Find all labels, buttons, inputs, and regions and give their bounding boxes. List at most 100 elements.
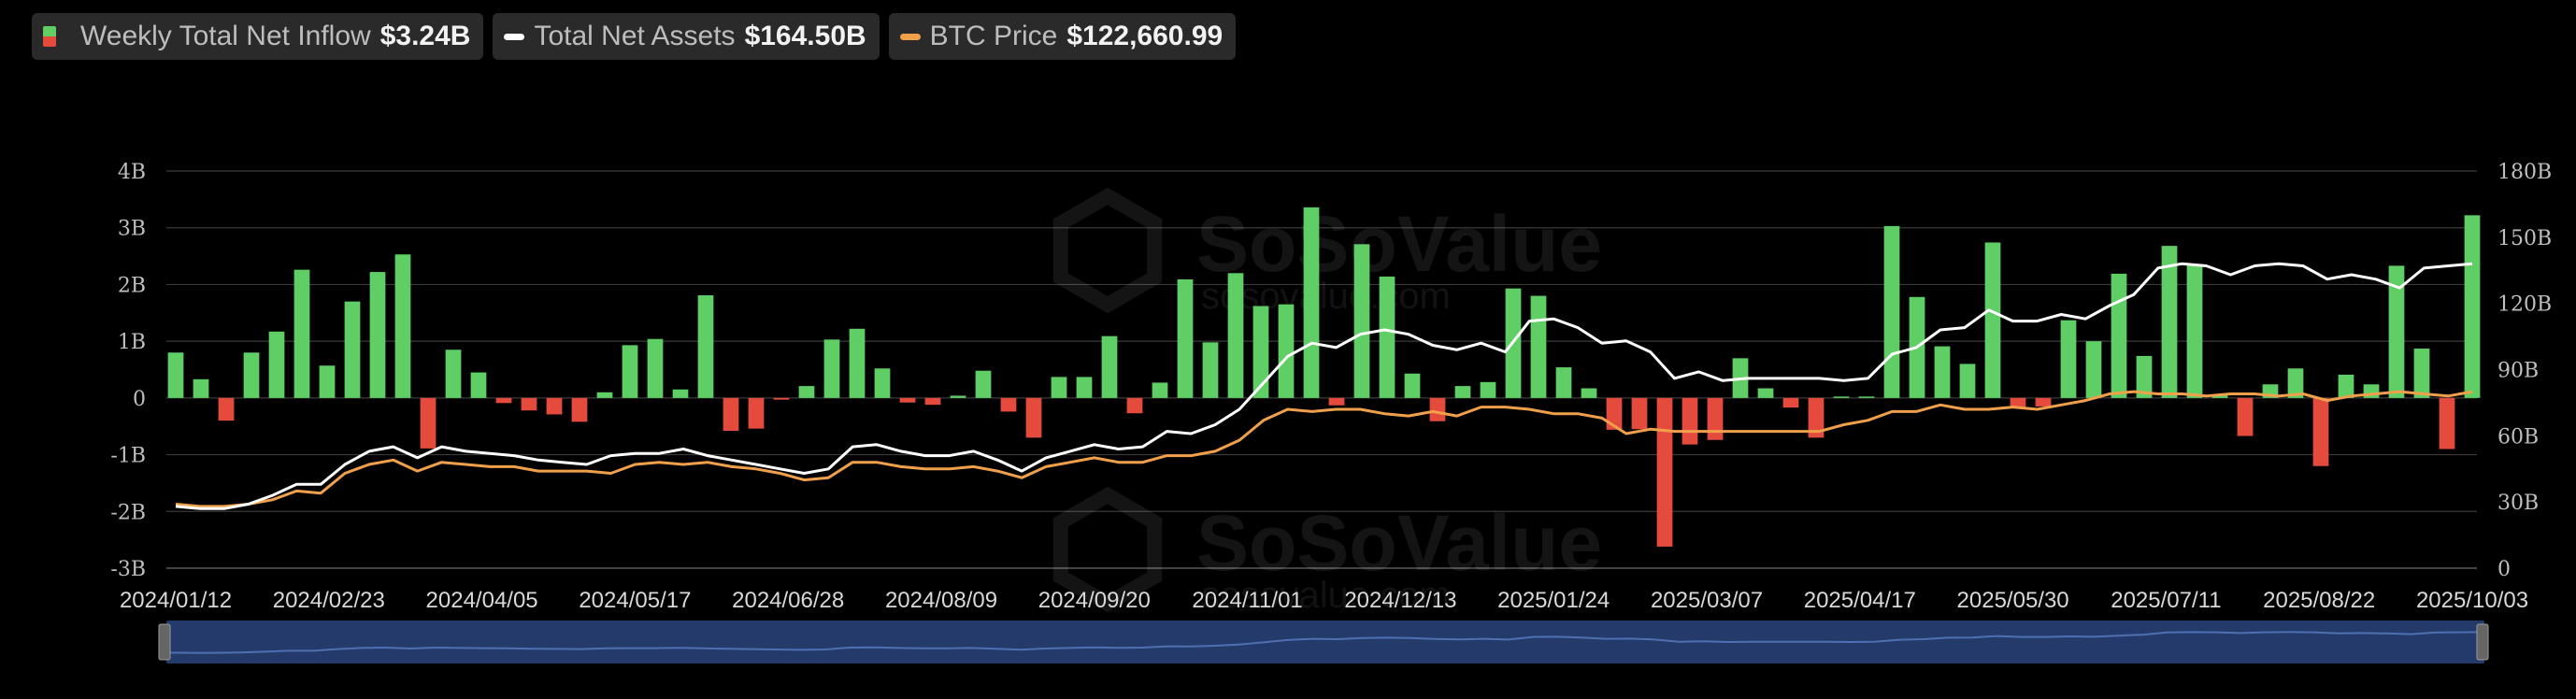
- inflow-bar: [2287, 368, 2304, 398]
- legend-btc-value: $122,660.99: [1066, 21, 1224, 51]
- inflow-bar: [167, 352, 184, 398]
- inflow-bar: [2464, 215, 2481, 398]
- watermark-sub: sosovalue.com: [1201, 575, 1451, 616]
- inflow-bar: [596, 392, 613, 398]
- inflow-bar: [647, 338, 664, 398]
- inflow-bar: [243, 352, 260, 398]
- inflow-bar: [1379, 276, 1395, 398]
- assets-swatch-icon: [504, 33, 525, 40]
- legend-btc-label: BTC Price: [929, 21, 1058, 51]
- watermark-logo-icon: [1052, 486, 1163, 613]
- left-axis-tick: -3B: [110, 558, 146, 581]
- inflow-bar: [773, 397, 790, 400]
- inflow-bar: [1631, 397, 1648, 430]
- inflow-bar: [2111, 273, 2127, 398]
- right-axis-tick: 90B: [2497, 360, 2539, 383]
- inflow-bar: [1328, 397, 1345, 406]
- x-axis-tick: 2024/09/20: [1038, 588, 1151, 613]
- inflow-bar: [1177, 278, 1194, 398]
- watermark-brand: SoSoValue: [1196, 499, 1602, 587]
- inflow-bar: [1808, 397, 1825, 438]
- inflow-bar: [2413, 349, 2430, 398]
- inflow-bar: [394, 254, 411, 398]
- inflow-bar: [2312, 397, 2329, 466]
- inflow-bar: [546, 397, 563, 415]
- right-axis-tick: 60B: [2497, 425, 2539, 449]
- inflow-bar: [1581, 388, 1597, 398]
- inflow-bar: [899, 397, 916, 403]
- left-axis-tick: 2B: [118, 274, 146, 297]
- btc-swatch-icon: [899, 33, 921, 40]
- navigator-track: [166, 621, 2484, 663]
- watermark-logo-icon: [1052, 187, 1163, 314]
- inflow-bar: [798, 386, 815, 398]
- inflow-bar: [2010, 397, 2026, 407]
- inflow-bar: [521, 397, 537, 411]
- x-axis-tick: 2024/02/23: [273, 588, 385, 613]
- inflow-bar: [1757, 388, 1774, 398]
- inflow-bar: [748, 397, 765, 429]
- inflow-bar: [1152, 382, 1168, 398]
- x-axis-tick: 2024/08/09: [885, 588, 997, 613]
- right-axis-tick: 150B: [2497, 227, 2552, 250]
- inflow-bar: [874, 368, 891, 398]
- btc-price-line: [175, 390, 2473, 508]
- x-axis-tick: 2024/12/13: [1344, 588, 1456, 613]
- inflow-bar: [1934, 346, 1951, 398]
- legend-assets-label: Total Net Assets: [534, 21, 736, 51]
- inflow-bar: [1656, 397, 1673, 547]
- legend-item-assets[interactable]: Total Net Assets $164.50B: [493, 13, 880, 60]
- inflow-bar: [672, 389, 689, 398]
- inflow-bar: [1682, 397, 1698, 445]
- inflow-bar: [1051, 377, 1067, 398]
- inflow-bar: [1252, 306, 1269, 398]
- inflow-bar: [1429, 397, 1446, 421]
- inflow-swatch-icon: [43, 26, 56, 47]
- inflow-bar: [2439, 397, 2455, 449]
- left-axis-tick: 3B: [118, 218, 146, 241]
- inflow-bar: [495, 397, 512, 404]
- inflow-bar: [2211, 394, 2228, 398]
- watermark-brand: SoSoValue: [1196, 200, 1602, 288]
- inflow-bar: [1782, 397, 1799, 408]
- inflow-bar: [823, 339, 840, 398]
- inflow-bar: [1076, 377, 1093, 398]
- inflow-bar: [1454, 386, 1471, 398]
- right-axis-tick: 180B: [2497, 161, 2552, 184]
- x-axis-tick: 2024/11/01: [1192, 588, 1302, 613]
- x-axis-tick: 2024/04/05: [426, 588, 538, 613]
- x-axis-tick: 2025/08/22: [2263, 588, 2375, 613]
- x-axis-tick: 2025/10/03: [2416, 588, 2528, 613]
- inflow-bar: [1101, 335, 1118, 398]
- inflow-bar: [2085, 341, 2102, 398]
- legend-inflow-label: Weekly Total Net Inflow: [80, 21, 371, 51]
- inflow-bar: [293, 269, 310, 398]
- navigator-handle[interactable]: [2476, 623, 2489, 661]
- inflow-bar: [1278, 304, 1295, 398]
- inflow-bar: [2136, 355, 2153, 398]
- x-axis-tick: 2024/01/12: [120, 588, 232, 613]
- legend-inflow-value: $3.24B: [379, 21, 471, 51]
- x-axis-tick: 2024/06/28: [732, 588, 844, 613]
- x-axis-tick: 2025/03/07: [1651, 588, 1763, 613]
- x-axis-tick: 2024/05/17: [579, 588, 691, 613]
- inflow-bar: [193, 378, 209, 398]
- inflow-bar: [1707, 397, 1724, 440]
- legend-item-inflow[interactable]: Weekly Total Net Inflow $3.24B: [32, 13, 484, 60]
- inflow-bar: [2035, 397, 2052, 407]
- left-axis-tick: 0: [133, 388, 146, 411]
- legend-item-btc[interactable]: BTC Price $122,660.99: [888, 13, 1237, 60]
- navigator-series-line: [165, 631, 2485, 654]
- inflow-bar: [470, 372, 487, 398]
- inflow-bar: [1530, 295, 1547, 398]
- inflow-bar: [2338, 374, 2354, 398]
- inflow-bar: [849, 328, 866, 398]
- inflow-bar: [1984, 242, 2001, 398]
- inflow-bar: [1227, 273, 1244, 398]
- inflow-bar: [1959, 364, 1976, 398]
- navigator-handle[interactable]: [158, 623, 171, 661]
- inflow-bar: [1000, 397, 1017, 412]
- inflow-bar: [369, 272, 386, 398]
- inflow-bar: [1833, 396, 1850, 398]
